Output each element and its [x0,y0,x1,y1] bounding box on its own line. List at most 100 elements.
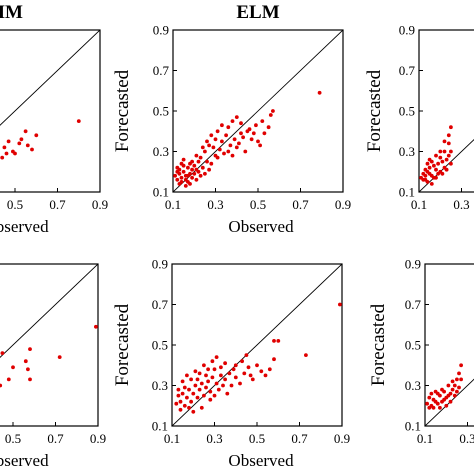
data-point [185,395,189,400]
data-point [271,109,275,113]
data-point [186,165,190,170]
data-point [187,405,191,410]
data-point [230,119,235,123]
y-tick-label: 0.1 [405,419,421,434]
data-point [214,381,219,386]
data-point [182,403,187,408]
data-point [226,125,231,130]
data-point [228,143,233,148]
data-point [25,143,30,148]
data-point [227,371,232,376]
data-point [193,383,198,388]
data-point [219,373,223,378]
data-point [179,161,184,166]
panel-3: 0.1 0.3 0.1 0.3 0.5 0.7 0.9 Forecasted [364,23,474,212]
data-point [455,377,459,382]
data-point [212,367,217,372]
data-point [205,159,209,164]
y-tick-label: 0.9 [405,257,421,272]
data-point [229,383,234,388]
reference-line [0,30,100,126]
data-point [226,149,231,154]
data-point [175,165,180,170]
y-axis-label: Forecasted [112,69,133,152]
x-tick-label: 0.5 [249,431,265,446]
x-tick-label: 0.5 [7,197,23,212]
panel-1: 0.5 0.7 0.9 MM Observed [0,2,108,236]
y-tick-label: 0.9 [152,257,168,272]
data-point [450,379,455,384]
data-point [192,171,197,176]
x-tick-label: 0.3 [453,197,469,212]
data-point [446,133,451,138]
data-point [179,175,184,180]
data-point [436,171,440,176]
data-point [197,371,202,376]
data-point [239,131,243,136]
data-point [254,123,258,128]
data-point [436,161,440,166]
data-point [181,157,186,162]
data-point [248,373,253,378]
data-point [199,381,204,386]
x-tick-label: 0.9 [92,197,108,212]
data-point [189,377,194,382]
data-point [194,153,199,158]
panel-title: ELM [236,2,279,23]
x-tick-label: 0.7 [292,197,309,212]
x-tick-label: 0.9 [334,431,350,446]
data-point [425,161,430,166]
data-point [76,119,81,123]
data-point [210,359,215,364]
data-point [219,365,223,370]
y-tick-label: 0.3 [152,378,168,393]
data-point [197,387,202,392]
data-point [196,159,201,164]
y-tick-label: 0.7 [399,63,416,78]
data-point [263,373,268,378]
data-point [94,324,98,329]
data-point [6,377,11,382]
data-point [175,169,180,174]
data-point [195,395,200,400]
data-point [206,379,211,384]
data-point [222,151,226,156]
data-point [199,405,204,410]
data-point [193,369,198,374]
data-point [429,182,434,186]
data-point [446,141,451,146]
data-point [442,149,447,154]
data-point [203,149,207,154]
data-point [174,401,179,406]
data-point [220,139,224,144]
data-point [240,359,245,364]
data-point [221,383,225,388]
data-point [190,175,195,180]
data-point [259,369,264,374]
panel-4: 0.5 0.7 0.9 Observed [0,263,106,470]
data-point [276,339,281,343]
data-point [444,157,449,162]
data-point [176,393,181,398]
data-point [234,115,239,119]
data-point [204,373,208,378]
data-point [449,149,453,154]
y-tick-label: 0.5 [153,104,169,119]
data-point [209,161,214,166]
x-axis-label: Observed [0,451,49,470]
points [419,125,453,186]
data-point [187,387,191,392]
data-point [234,145,239,150]
y-tick-label: 0.9 [399,23,415,38]
y-tick-label: 0.3 [153,144,169,159]
x-tick-label: 0.3 [459,431,474,446]
panel-title: MM [0,2,23,23]
data-point [438,155,443,160]
data-point [185,373,189,378]
data-point [189,399,194,404]
data-point [243,149,248,154]
data-point [215,129,220,134]
data-point [213,137,218,142]
data-point [452,393,457,398]
data-point [429,391,434,396]
